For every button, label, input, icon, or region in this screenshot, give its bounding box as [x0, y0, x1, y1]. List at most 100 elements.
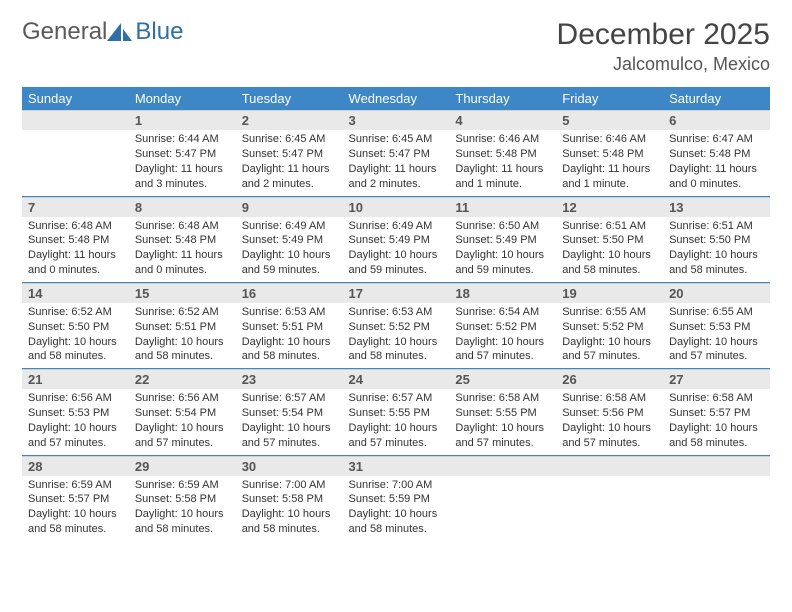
- weekday-header: Saturday: [663, 87, 770, 110]
- calendar-cell: 16Sunrise: 6:53 AMSunset: 5:51 PMDayligh…: [236, 282, 343, 368]
- calendar-cell: 31Sunrise: 7:00 AMSunset: 5:59 PMDayligh…: [343, 455, 450, 541]
- day-text: Sunrise: 6:53 AMSunset: 5:51 PMDaylight:…: [236, 303, 343, 368]
- day-number: 24: [343, 369, 450, 389]
- header: General Blue December 2025 Jalcomulco, M…: [22, 18, 770, 75]
- calendar-cell: 22Sunrise: 6:56 AMSunset: 5:54 PMDayligh…: [129, 369, 236, 455]
- day-number: 22: [129, 369, 236, 389]
- day-text: Sunrise: 6:58 AMSunset: 5:56 PMDaylight:…: [556, 389, 663, 454]
- calendar-cell: 15Sunrise: 6:52 AMSunset: 5:51 PMDayligh…: [129, 282, 236, 368]
- day-text: Sunrise: 6:57 AMSunset: 5:54 PMDaylight:…: [236, 389, 343, 454]
- calendar-cell: 25Sunrise: 6:58 AMSunset: 5:55 PMDayligh…: [449, 369, 556, 455]
- calendar-cell: 2Sunrise: 6:45 AMSunset: 5:47 PMDaylight…: [236, 110, 343, 196]
- day-number: 30: [236, 456, 343, 476]
- day-text: Sunrise: 6:56 AMSunset: 5:54 PMDaylight:…: [129, 389, 236, 454]
- day-number: 14: [22, 283, 129, 303]
- calendar-cell: 20Sunrise: 6:55 AMSunset: 5:53 PMDayligh…: [663, 282, 770, 368]
- weekday-row: Sunday Monday Tuesday Wednesday Thursday…: [22, 87, 770, 110]
- day-text: Sunrise: 6:50 AMSunset: 5:49 PMDaylight:…: [449, 217, 556, 282]
- calendar-cell: 1Sunrise: 6:44 AMSunset: 5:47 PMDaylight…: [129, 110, 236, 196]
- day-text: Sunrise: 6:55 AMSunset: 5:53 PMDaylight:…: [663, 303, 770, 368]
- calendar-cell: 10Sunrise: 6:49 AMSunset: 5:49 PMDayligh…: [343, 196, 450, 282]
- day-number: 3: [343, 110, 450, 130]
- day-number: 26: [556, 369, 663, 389]
- day-text: Sunrise: 6:59 AMSunset: 5:58 PMDaylight:…: [129, 476, 236, 541]
- weekday-header: Tuesday: [236, 87, 343, 110]
- title-block: December 2025 Jalcomulco, Mexico: [557, 18, 770, 75]
- day-text: Sunrise: 6:53 AMSunset: 5:52 PMDaylight:…: [343, 303, 450, 368]
- calendar-cell: 4Sunrise: 6:46 AMSunset: 5:48 PMDaylight…: [449, 110, 556, 196]
- day-text: [556, 476, 663, 482]
- day-number: 6: [663, 110, 770, 130]
- day-number: [449, 456, 556, 476]
- calendar-cell: 30Sunrise: 7:00 AMSunset: 5:58 PMDayligh…: [236, 455, 343, 541]
- day-number: 9: [236, 197, 343, 217]
- calendar-cell: 18Sunrise: 6:54 AMSunset: 5:52 PMDayligh…: [449, 282, 556, 368]
- weekday-header: Friday: [556, 87, 663, 110]
- calendar-cell: 28Sunrise: 6:59 AMSunset: 5:57 PMDayligh…: [22, 455, 129, 541]
- calendar-cell: 11Sunrise: 6:50 AMSunset: 5:49 PMDayligh…: [449, 196, 556, 282]
- day-text: Sunrise: 6:46 AMSunset: 5:48 PMDaylight:…: [556, 130, 663, 195]
- day-text: Sunrise: 6:52 AMSunset: 5:50 PMDaylight:…: [22, 303, 129, 368]
- calendar-cell: [22, 110, 129, 196]
- day-text: [449, 476, 556, 482]
- calendar-row: 14Sunrise: 6:52 AMSunset: 5:50 PMDayligh…: [22, 282, 770, 368]
- logo-general: General: [22, 18, 107, 46]
- day-number: [556, 456, 663, 476]
- calendar-cell: 27Sunrise: 6:58 AMSunset: 5:57 PMDayligh…: [663, 369, 770, 455]
- location: Jalcomulco, Mexico: [557, 54, 770, 75]
- logo: General Blue: [22, 18, 183, 46]
- weekday-header: Monday: [129, 87, 236, 110]
- day-number: 31: [343, 456, 450, 476]
- day-number: 7: [22, 197, 129, 217]
- day-number: 29: [129, 456, 236, 476]
- day-text: Sunrise: 6:49 AMSunset: 5:49 PMDaylight:…: [236, 217, 343, 282]
- calendar-row: 28Sunrise: 6:59 AMSunset: 5:57 PMDayligh…: [22, 455, 770, 541]
- day-number: 25: [449, 369, 556, 389]
- day-text: Sunrise: 6:56 AMSunset: 5:53 PMDaylight:…: [22, 389, 129, 454]
- day-number: 27: [663, 369, 770, 389]
- weekday-header: Thursday: [449, 87, 556, 110]
- calendar-cell: 17Sunrise: 6:53 AMSunset: 5:52 PMDayligh…: [343, 282, 450, 368]
- calendar-cell: 14Sunrise: 6:52 AMSunset: 5:50 PMDayligh…: [22, 282, 129, 368]
- day-text: Sunrise: 6:47 AMSunset: 5:48 PMDaylight:…: [663, 130, 770, 195]
- day-number: [663, 456, 770, 476]
- day-text: Sunrise: 6:44 AMSunset: 5:47 PMDaylight:…: [129, 130, 236, 195]
- day-text: [663, 476, 770, 482]
- day-text: Sunrise: 6:58 AMSunset: 5:57 PMDaylight:…: [663, 389, 770, 454]
- day-text: Sunrise: 6:48 AMSunset: 5:48 PMDaylight:…: [22, 217, 129, 282]
- day-text: Sunrise: 7:00 AMSunset: 5:58 PMDaylight:…: [236, 476, 343, 541]
- day-text: Sunrise: 6:51 AMSunset: 5:50 PMDaylight:…: [663, 217, 770, 282]
- day-number: 1: [129, 110, 236, 130]
- calendar-cell: 8Sunrise: 6:48 AMSunset: 5:48 PMDaylight…: [129, 196, 236, 282]
- calendar-cell: 19Sunrise: 6:55 AMSunset: 5:52 PMDayligh…: [556, 282, 663, 368]
- calendar-cell: [663, 455, 770, 541]
- month-title: December 2025: [557, 18, 770, 52]
- calendar-cell: 5Sunrise: 6:46 AMSunset: 5:48 PMDaylight…: [556, 110, 663, 196]
- day-number: 5: [556, 110, 663, 130]
- day-text: [22, 130, 129, 136]
- day-text: Sunrise: 6:46 AMSunset: 5:48 PMDaylight:…: [449, 130, 556, 195]
- calendar-row: 21Sunrise: 6:56 AMSunset: 5:53 PMDayligh…: [22, 369, 770, 455]
- day-number: 12: [556, 197, 663, 217]
- calendar-cell: 23Sunrise: 6:57 AMSunset: 5:54 PMDayligh…: [236, 369, 343, 455]
- day-number: 18: [449, 283, 556, 303]
- weekday-header: Wednesday: [343, 87, 450, 110]
- day-number: 10: [343, 197, 450, 217]
- day-number: 2: [236, 110, 343, 130]
- day-number: 19: [556, 283, 663, 303]
- day-number: 17: [343, 283, 450, 303]
- calendar-row: 1Sunrise: 6:44 AMSunset: 5:47 PMDaylight…: [22, 110, 770, 196]
- calendar-cell: 24Sunrise: 6:57 AMSunset: 5:55 PMDayligh…: [343, 369, 450, 455]
- day-text: Sunrise: 6:45 AMSunset: 5:47 PMDaylight:…: [236, 130, 343, 195]
- day-number: 8: [129, 197, 236, 217]
- day-number: 21: [22, 369, 129, 389]
- day-number: [22, 110, 129, 130]
- calendar-cell: 21Sunrise: 6:56 AMSunset: 5:53 PMDayligh…: [22, 369, 129, 455]
- day-text: Sunrise: 6:51 AMSunset: 5:50 PMDaylight:…: [556, 217, 663, 282]
- day-number: 11: [449, 197, 556, 217]
- day-text: Sunrise: 6:49 AMSunset: 5:49 PMDaylight:…: [343, 217, 450, 282]
- calendar-cell: [556, 455, 663, 541]
- calendar-cell: 7Sunrise: 6:48 AMSunset: 5:48 PMDaylight…: [22, 196, 129, 282]
- calendar: Sunday Monday Tuesday Wednesday Thursday…: [22, 87, 770, 541]
- calendar-cell: [449, 455, 556, 541]
